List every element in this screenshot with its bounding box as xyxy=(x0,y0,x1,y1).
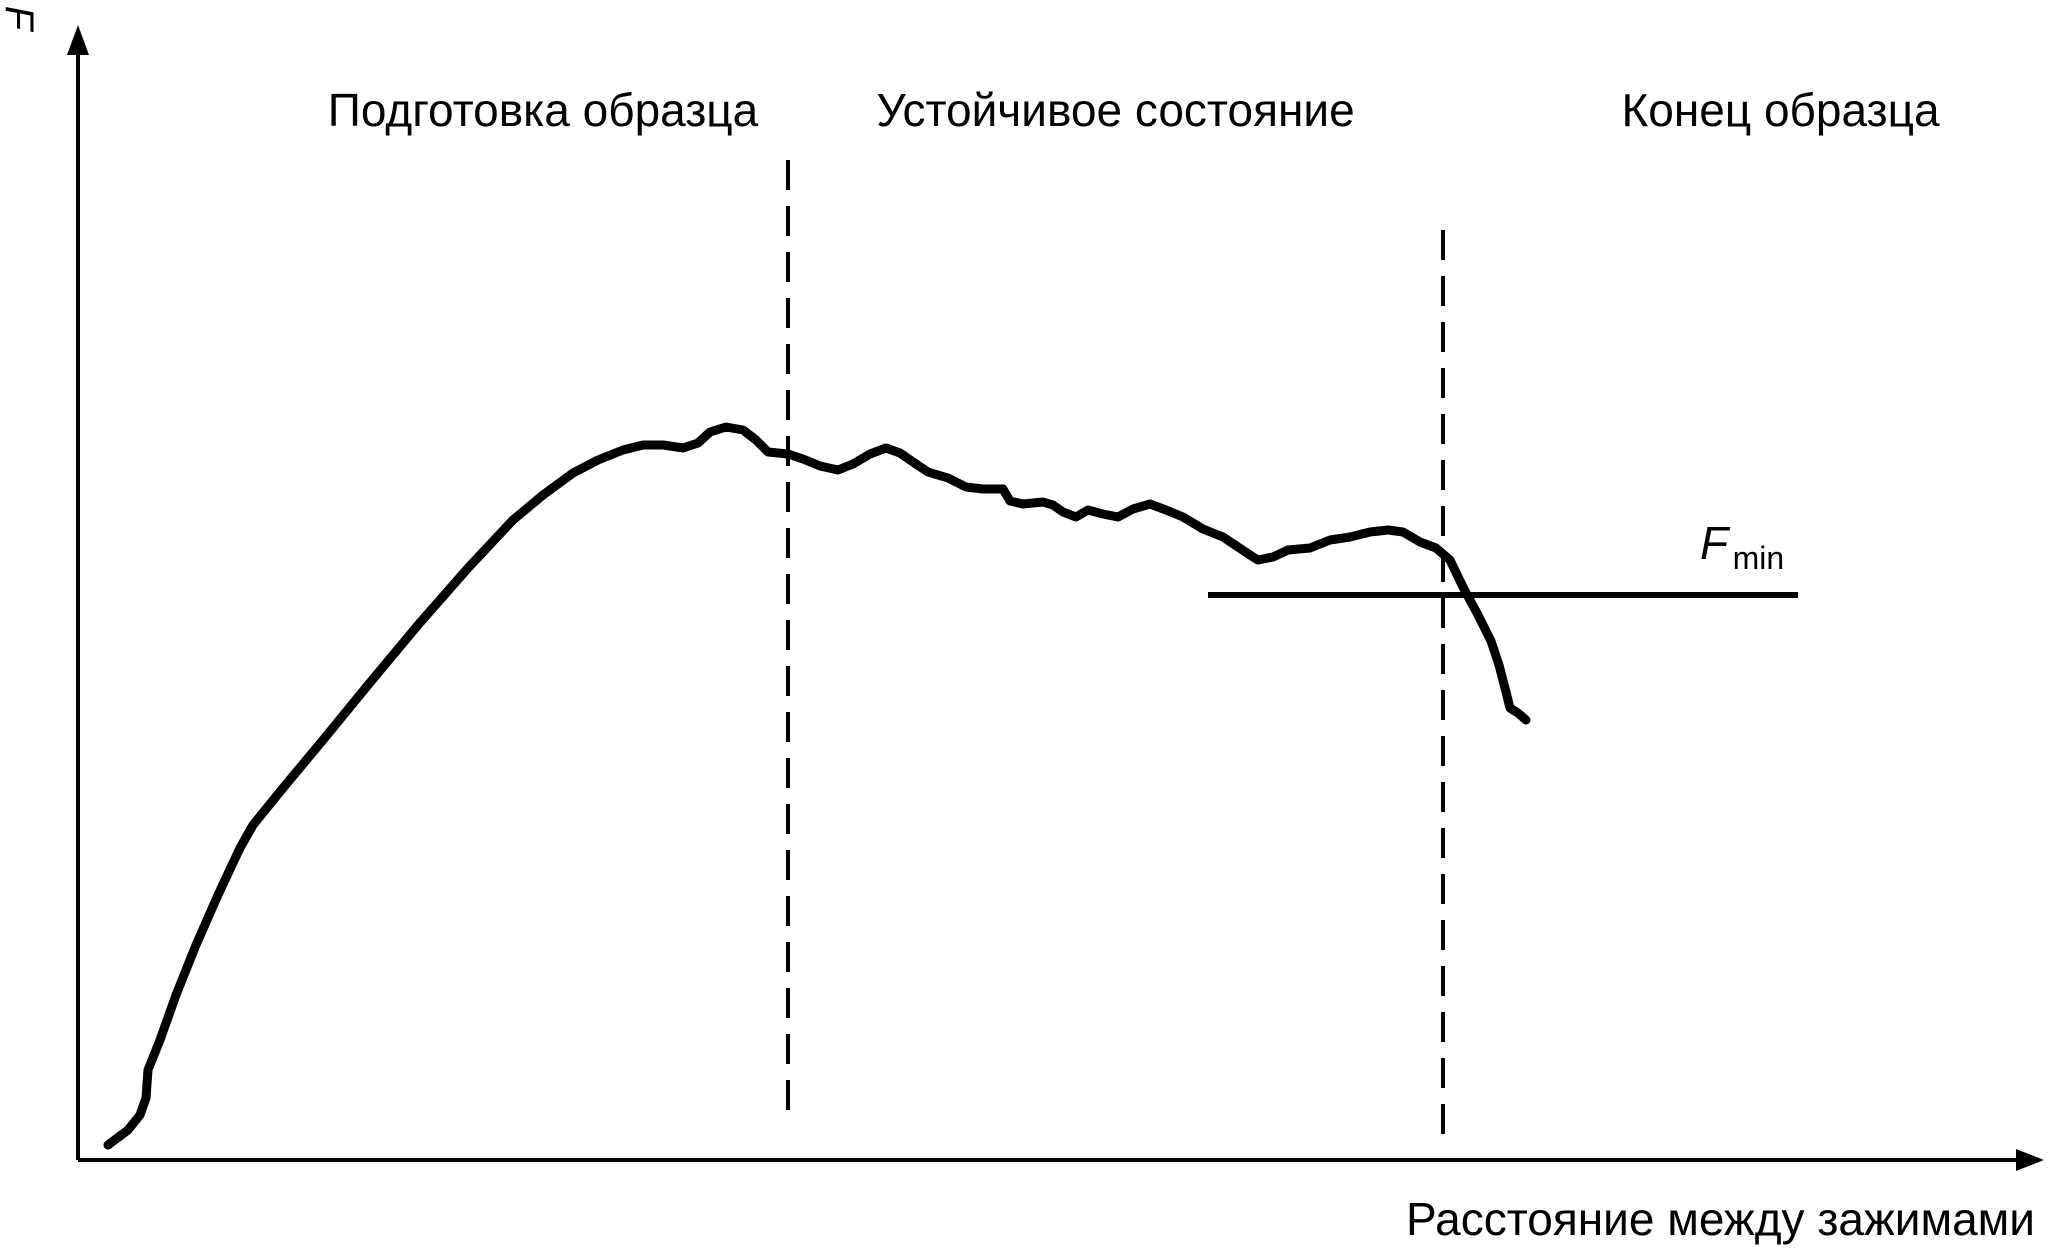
series-line-1 xyxy=(103,422,1531,1150)
region-label-3: Конец образца xyxy=(1621,84,1940,136)
region-labels: Подготовка образца Устойчивое состояние Ко… xyxy=(328,84,1940,136)
x-axis-title: Расстояние между зажимами xyxy=(1406,1193,2035,1245)
series-layer xyxy=(103,422,1531,1150)
fmin-label-sub: min xyxy=(1733,540,1785,576)
region-boundaries xyxy=(786,160,1445,1150)
fmin-label-main: F xyxy=(1700,517,1731,569)
region-label-2: Устойчивое состояние xyxy=(876,84,1354,136)
y-axis-title: F xyxy=(0,6,41,33)
fmin-label: F min xyxy=(1700,517,1784,576)
x-axis-arrow-icon xyxy=(2016,1149,2044,1171)
y-axis-arrow-icon xyxy=(67,25,89,55)
region-label-1: Подготовка образца xyxy=(328,84,759,136)
